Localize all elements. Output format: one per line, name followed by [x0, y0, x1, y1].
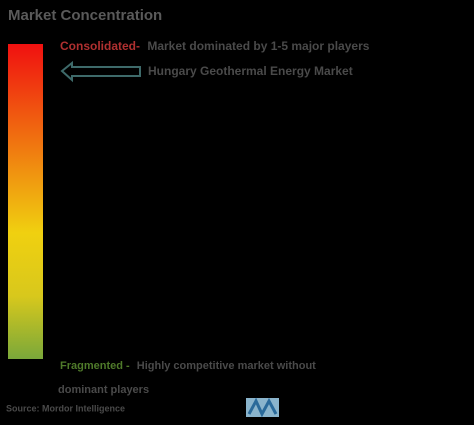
fragmented-text: Highly competitive market without [137, 360, 316, 372]
fragmented-line: Fragmented - Highly competitive market w… [60, 360, 316, 372]
logo [246, 397, 279, 418]
logo-mark [247, 397, 278, 418]
consolidated-line: Consolidated- Market dominated by 1-5 ma… [60, 39, 370, 53]
gradient-bar [8, 44, 43, 359]
market-name: Hungary Geothermal Energy Market [148, 64, 353, 78]
source: Source: Mordor Intelligence [6, 403, 125, 413]
fragmented-label: Fragmented - [60, 360, 130, 372]
market-arrow [60, 60, 141, 83]
consolidated-label: Consolidated- [60, 39, 140, 53]
consolidated-text: Market dominated by 1-5 major players [147, 39, 369, 53]
title: Market Concentration [8, 7, 162, 24]
fragmented-text-continued: dominant players [58, 384, 149, 396]
